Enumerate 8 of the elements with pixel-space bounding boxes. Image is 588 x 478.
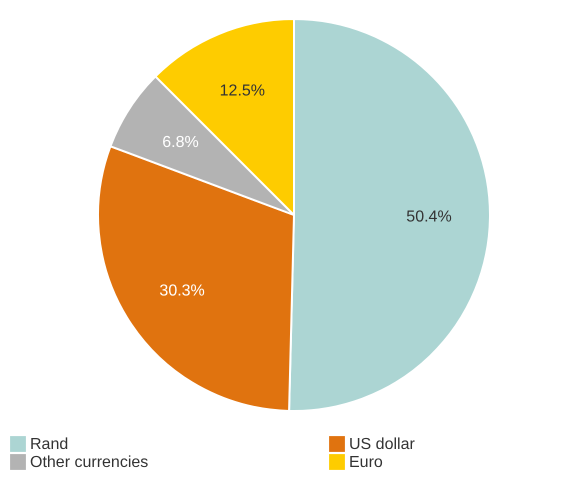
legend-label: US dollar [349, 436, 416, 453]
data-label: 6.8% [162, 134, 199, 151]
legend-label: Euro [349, 454, 383, 471]
data-label: 30.3% [159, 282, 205, 300]
legend-label: Other currencies [30, 454, 148, 471]
data-label: 12.5% [220, 82, 266, 100]
legend-label: Rand [30, 436, 68, 453]
data-label: 50.4% [406, 208, 452, 226]
